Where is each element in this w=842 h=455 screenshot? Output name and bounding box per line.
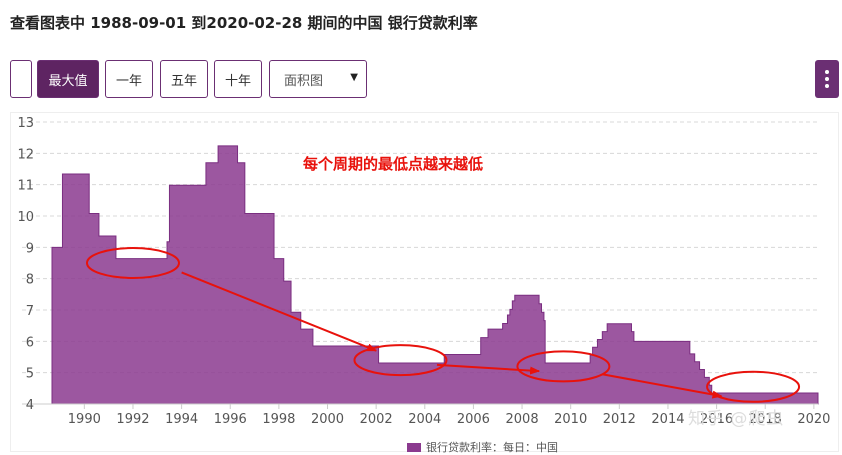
y-tick-label: 6	[26, 335, 34, 350]
x-tick-label: 2018	[749, 412, 782, 427]
x-tick-label: 2000	[311, 412, 344, 427]
y-tick-label: 9	[26, 241, 34, 256]
annotation-text: 每个周期的最低点越来越低	[303, 155, 483, 173]
page-title: 查看图表中 1988-09-01 到2020-02-28 期间的中国 银行贷款利…	[10, 14, 478, 32]
x-tick-label: 2008	[506, 412, 539, 427]
x-tick-label: 2004	[408, 412, 441, 427]
chart-type-value: 面积图	[284, 73, 324, 89]
annotation-arrow	[602, 373, 723, 399]
x-tick-label: 2006	[457, 412, 490, 427]
annotation-ellipse	[516, 350, 611, 383]
x-tick-label: 2012	[603, 412, 636, 427]
y-tick-label: 10	[17, 210, 34, 225]
y-tick-label: 7	[26, 304, 34, 319]
vertical-dots-icon[interactable]	[815, 60, 839, 98]
x-tick-label: 2020	[797, 412, 830, 427]
y-tick-label: 13	[17, 116, 34, 131]
y-tick-label: 5	[26, 367, 34, 382]
x-tick-label: 1992	[116, 412, 149, 427]
x-tick-label: 2014	[651, 412, 684, 427]
watermark-text: 知乎 @爬虫	[688, 409, 785, 429]
legend-label: 银行贷款利率：每日：中国	[426, 441, 558, 454]
series-area-lending-rate	[51, 145, 819, 405]
legend-swatch	[407, 442, 421, 452]
x-tick-label: 1998	[262, 412, 295, 427]
annotation-ellipse	[85, 247, 180, 279]
x-tick-label: 1994	[165, 412, 198, 427]
five-year-button[interactable]: 五年	[160, 60, 208, 98]
chart-type-select[interactable]: 面积图 ▼	[269, 60, 367, 98]
annotation-arrow	[436, 363, 541, 375]
x-tick-label: 1990	[68, 412, 101, 427]
max-range-button[interactable]: 最大值	[37, 60, 99, 98]
y-tick-label: 12	[17, 147, 34, 162]
ten-year-button[interactable]: 十年	[214, 60, 262, 98]
y-tick-label: 4	[26, 398, 34, 413]
annotation-arrow	[181, 271, 378, 352]
caret-down-icon: ▼	[350, 72, 358, 83]
x-tick-label: 2010	[554, 412, 587, 427]
annotation-ellipse	[353, 344, 448, 377]
blank-button[interactable]	[10, 60, 32, 98]
y-tick-label: 11	[17, 179, 34, 194]
one-year-button[interactable]: 一年	[105, 60, 153, 98]
y-tick-label: 8	[26, 273, 34, 288]
x-tick-label: 1996	[214, 412, 247, 427]
x-tick-label: 2016	[700, 412, 733, 427]
interest-rate-chart: 4 5 6 7 8 9 10 11 12 13 1990 1992 1994 1996 1998 2000 2…	[17, 116, 830, 427]
annotation-ellipse	[706, 370, 801, 403]
chart-legend[interactable]: 银行贷款利率：每日：中国	[407, 439, 558, 455]
x-tick-label: 2002	[360, 412, 393, 427]
